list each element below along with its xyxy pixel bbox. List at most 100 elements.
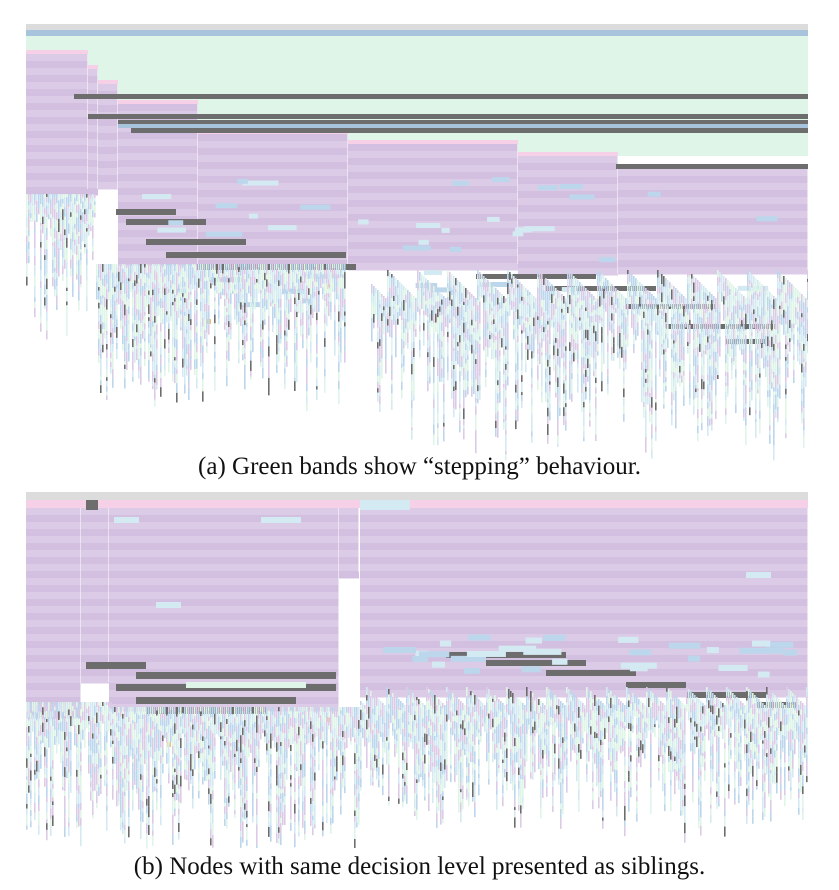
panel-a-fringe — [563, 296, 565, 304]
panel-a-fringe — [741, 312, 743, 321]
panel-a-fringe — [761, 307, 763, 312]
panel-a-fringe — [252, 322, 254, 334]
panel-a-fringe — [377, 375, 379, 382]
panel-a-fringe — [126, 320, 128, 328]
panel-a-fringe — [531, 392, 533, 398]
panel-a-fringe — [781, 274, 783, 278]
panel-a-fringe — [671, 339, 673, 349]
panel-a-fringe — [621, 294, 623, 300]
panel-a-fringe — [278, 298, 280, 309]
panel-a-fringe — [785, 344, 787, 350]
panel-a-fringe — [152, 320, 154, 327]
panel-a-fringe — [150, 351, 152, 357]
panel-a-fringe — [585, 300, 587, 308]
panel-a-fringe — [659, 341, 661, 351]
panel-a-fringe — [78, 244, 80, 253]
panel-a-fringe — [244, 359, 246, 365]
panel-a-fringe — [218, 293, 220, 297]
panel-a-fringe — [228, 309, 230, 315]
panel-a-fringe — [705, 292, 707, 300]
panel-a-fringe — [252, 307, 254, 314]
panel-a-fringe — [785, 330, 787, 336]
panel-a-fringe — [40, 265, 42, 270]
panel-a-blue-block — [358, 219, 369, 225]
panel-a-fringe — [162, 318, 164, 324]
panel-a-fringe — [525, 317, 527, 322]
panel-a-fringe — [371, 293, 373, 303]
panel-a-fringe — [725, 300, 727, 308]
panel-a-fringe — [485, 362, 487, 366]
panel-a-fringe — [633, 334, 635, 338]
panel-a-fringe — [80, 275, 82, 285]
panel-a-fringe — [799, 355, 801, 359]
panel-a-fringe — [507, 322, 509, 331]
panel-a-fringe — [749, 392, 751, 402]
panel-a-fringe — [731, 294, 733, 305]
panel-a-fringe — [208, 264, 210, 270]
panel-a-fringe — [455, 278, 457, 286]
panel-a-fringe — [132, 316, 134, 324]
panel-a-fringe — [677, 325, 679, 331]
panel-a-fringe — [202, 345, 204, 353]
panel-a-fringe — [154, 399, 156, 407]
panel-a-fringe — [449, 304, 451, 310]
panel-a-fringe — [645, 293, 647, 299]
panel-a-fringe — [224, 298, 226, 307]
panel-a-fringe — [569, 330, 571, 339]
panel-a-fringe — [585, 288, 587, 296]
panel-a-cell — [26, 159, 88, 167]
panel-a-fringe — [727, 385, 729, 394]
panel-a-fringe — [106, 283, 108, 289]
panel-a-fringe — [673, 361, 675, 367]
panel-a-fringe — [465, 337, 467, 344]
panel-a-fringe — [78, 290, 80, 301]
panel-a-fringe — [503, 369, 505, 375]
panel-a-fringe — [473, 376, 475, 384]
panel-a-fringe — [106, 358, 108, 370]
panel-a-fringe — [577, 350, 579, 360]
panel-a-fringe — [453, 285, 455, 289]
panel-a-fringe — [471, 310, 473, 320]
panel-a-fringe — [260, 300, 262, 308]
panel-a-fringe — [152, 310, 154, 321]
panel-a-fringe — [50, 228, 52, 237]
panel-a-fringe — [306, 264, 308, 269]
panel-a-fringe — [98, 349, 100, 356]
panel-a-fringe — [717, 292, 719, 302]
panel-a-fringe — [66, 227, 68, 233]
panel-a-fringe — [116, 327, 118, 338]
panel-a-fringe — [340, 264, 342, 270]
panel-a-fringe — [379, 392, 381, 397]
panel-a-fringe — [238, 290, 240, 294]
panel-a-fringe — [92, 201, 94, 207]
panel-a-fringe — [216, 273, 218, 279]
panel-a-fringe — [599, 315, 601, 321]
panel-a-fringe — [182, 315, 184, 322]
panel-a-fringe — [683, 316, 685, 327]
panel-a-fringe — [709, 342, 711, 350]
panel-a-fringe — [557, 318, 559, 322]
panel-a-fringe — [793, 313, 795, 324]
panel-a-fringe — [621, 299, 623, 310]
panel-a-fringe — [599, 285, 601, 292]
panel-a-fringe — [497, 380, 499, 386]
panel-a-fringe — [459, 289, 461, 294]
panel-a-fringe — [72, 241, 74, 253]
panel-a-fringe — [316, 386, 318, 390]
panel-a-fringe — [489, 334, 491, 340]
panel-a-fringe — [40, 234, 42, 239]
panel-a-fringe — [162, 273, 164, 283]
panel-a-fringe — [665, 328, 667, 334]
panel-a-fringe — [50, 217, 52, 229]
panel-a-fringe — [745, 329, 747, 336]
panel-a-fringe — [80, 208, 82, 216]
panel-a-fringe — [98, 274, 100, 278]
panel-a-fringe — [657, 287, 659, 294]
panel-a-fringe — [785, 357, 787, 361]
panel-a-fringe — [154, 284, 156, 288]
panel-a-fringe — [595, 425, 597, 435]
panel-a-fringe — [58, 260, 60, 270]
panel-a-fringe — [693, 323, 695, 329]
panel-a-fringe — [238, 350, 240, 359]
panel-a-fringe — [64, 221, 66, 230]
